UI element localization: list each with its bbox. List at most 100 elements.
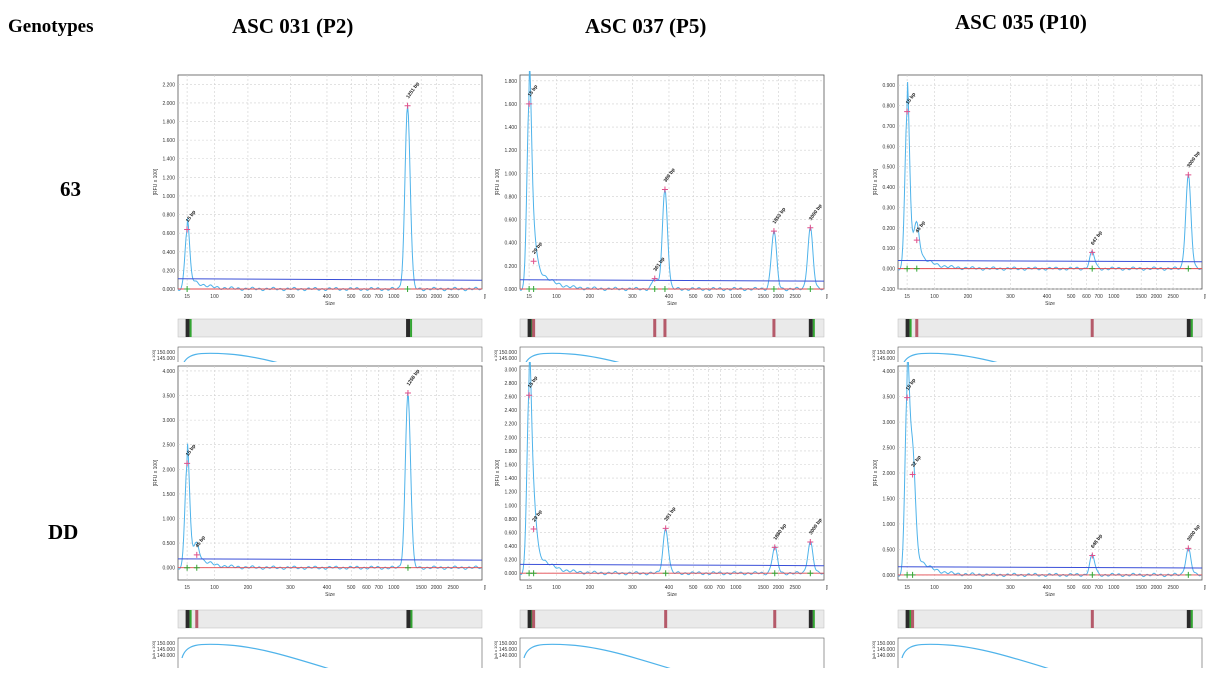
x-tick-label: 300 — [628, 585, 637, 591]
gel-band — [195, 610, 199, 628]
peak-start-marker — [661, 286, 668, 292]
x-tick-label: 700 — [716, 585, 725, 591]
gel-lane — [519, 318, 825, 338]
x-tick-label: [bp] — [484, 585, 486, 591]
current-plot — [177, 637, 483, 668]
y-tick-label: 0.000 — [882, 267, 895, 273]
peak-start-marker — [662, 570, 669, 577]
y-tick-label: 1.200 — [504, 148, 517, 154]
y-tick-label: 0.000 — [162, 287, 175, 293]
electropherogram-dd-asc031: 0.000 0.500 1.000 1.500 2.000 2.500 3.000 3.500… — [146, 362, 486, 668]
gel-band-marker — [189, 319, 192, 337]
gel-band — [527, 319, 532, 337]
y-tick-label: 0.900 — [882, 83, 895, 89]
x-tick-label: 200 — [586, 294, 595, 300]
gel-band — [772, 319, 776, 337]
y-tick-label: 0.500 — [162, 541, 175, 547]
gel-band-marker — [410, 610, 413, 628]
plot-frame — [177, 74, 483, 290]
y-tick-label: 0.000 — [504, 287, 517, 293]
current-axis-label: [µA x 100] — [871, 641, 876, 659]
x-tick-label: 500 — [1067, 294, 1076, 300]
y-tick-label: 1.000 — [504, 171, 517, 177]
gel-band — [664, 610, 668, 628]
y-tick-label: 1.500 — [162, 492, 175, 498]
x-tick-label: 100 — [210, 585, 219, 591]
x-axis-label: Size — [1045, 301, 1055, 307]
gel-band-marker — [410, 319, 413, 337]
y-tick-label: 1.000 — [882, 522, 895, 528]
gel-band — [406, 610, 411, 628]
y-tick-label: 0.400 — [882, 185, 895, 191]
x-tick-label: 1000 — [388, 294, 399, 300]
gel-band — [915, 319, 919, 337]
current-tick-label: 140.000 — [157, 653, 175, 659]
gel-band-marker — [909, 319, 912, 337]
x-tick-label: 400 — [1043, 585, 1052, 591]
x-tick-label: [bp] — [1204, 294, 1206, 300]
column-title-asc037: ASC 037 (P5) — [585, 14, 707, 38]
current-axis-label: [µA x 100] — [493, 350, 498, 368]
column-title-asc035: ASC 035 (P10) — [955, 10, 1087, 34]
x-tick-label: 600 — [1082, 585, 1091, 591]
y-tick-label: 2.600 — [504, 395, 517, 401]
y-tick-label: 2.000 — [162, 101, 175, 107]
y-axis-label: [RFU x 100] — [873, 168, 879, 195]
x-tick-label: 1500 — [416, 585, 427, 591]
signal-trace — [519, 71, 824, 292]
current-axis-label: [µA x 100] — [151, 641, 156, 659]
x-tick-label: [bp] — [826, 585, 828, 591]
x-tick-label: 700 — [716, 294, 725, 300]
current-trace — [901, 643, 1049, 668]
x-tick-label: 1500 — [416, 294, 427, 300]
peak-start-marker — [1089, 571, 1096, 578]
y-tick-label: 3.000 — [504, 367, 517, 373]
y-tick-label: 0.200 — [504, 558, 517, 564]
gel-band — [1186, 610, 1191, 628]
threshold-line — [519, 279, 825, 282]
genotypes-header: Genotypes — [8, 16, 94, 37]
current-tick-label: 145.000 — [499, 356, 517, 362]
x-tick-label: 600 — [704, 294, 713, 300]
y-tick-label: 0.800 — [162, 213, 175, 219]
y-tick-label: 2.000 — [504, 435, 517, 441]
gel-band — [532, 610, 536, 628]
y-tick-label: 2.500 — [882, 446, 895, 452]
y-tick-label: 3.500 — [162, 394, 175, 400]
x-tick-label: 2000 — [773, 294, 784, 300]
gel-band-marker — [1190, 610, 1193, 628]
x-tick-label: 100 — [210, 294, 219, 300]
x-tick-label: 15 — [904, 294, 910, 300]
electropherogram-dd-asc037: 0.000 0.200 0.400 0.600 0.800 1.000 1.200 1.400… — [488, 362, 828, 668]
peak-start-marker — [530, 570, 537, 577]
y-tick-label: 2.200 — [504, 422, 517, 428]
peak-marker — [909, 471, 916, 478]
electropherogram-dd-asc035: 0.000 0.500 1.000 1.500 2.000 2.500 3.000 3.500… — [866, 362, 1206, 668]
x-tick-label: 15 — [904, 585, 910, 591]
plot-frame — [897, 74, 1203, 290]
y-tick-label: 1.000 — [162, 517, 175, 523]
x-tick-label: 700 — [374, 294, 383, 300]
y-tick-label: 0.600 — [504, 530, 517, 536]
current-tick-label: 150.000 — [157, 350, 175, 356]
x-tick-label: 1500 — [758, 294, 769, 300]
peak-marker — [1089, 552, 1096, 559]
gel-band — [905, 610, 910, 628]
peak-start-marker — [404, 286, 411, 292]
current-tick-label: 145.000 — [499, 647, 517, 653]
peak-marker — [526, 100, 533, 107]
x-tick-label: 300 — [1006, 294, 1015, 300]
gel-band — [185, 319, 190, 337]
signal-trace — [897, 362, 1202, 578]
x-tick-label: [bp] — [1204, 585, 1206, 591]
y-tick-label: 2.400 — [504, 408, 517, 414]
y-tick-label: 1.800 — [504, 449, 517, 455]
gel-lane — [897, 609, 1203, 629]
peak-start-marker — [909, 571, 916, 578]
x-tick-label: 200 — [964, 585, 973, 591]
x-tick-label: 100 — [930, 294, 939, 300]
gel-band — [532, 319, 536, 337]
x-tick-label: 1000 — [730, 294, 741, 300]
x-tick-label: 2000 — [1151, 585, 1162, 591]
signal-trace — [519, 362, 824, 576]
